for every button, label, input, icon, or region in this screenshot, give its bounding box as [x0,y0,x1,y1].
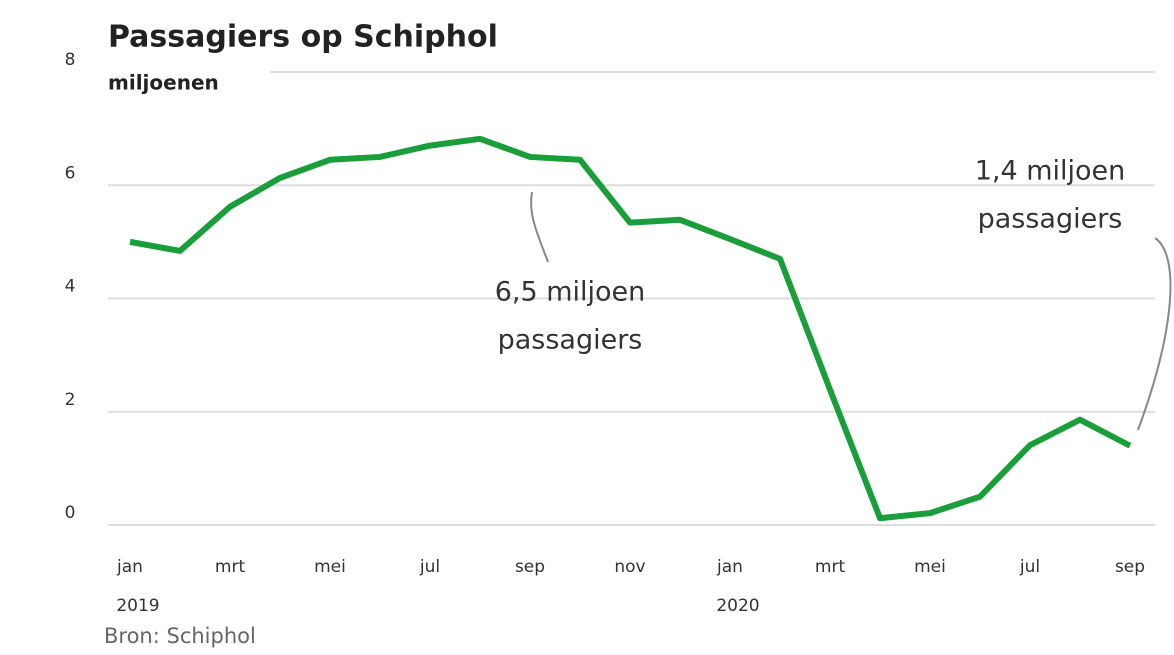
y-axis-label: miljoenen [108,71,219,95]
annotation-text: 6,5 miljoen [495,277,646,308]
data-line [129,135,1132,522]
x-tick-label: sep [1115,557,1145,577]
x-tick-label: mrt [815,557,846,577]
x-tick-label: sep [515,557,545,577]
x-group-label: 2019 [116,596,159,616]
y-tick-label: 6 [65,163,76,183]
y-tick-label: 0 [65,503,76,523]
x-tick-label: mei [914,557,946,577]
y-tick-label: 4 [65,277,76,297]
x-tick-label: jan [116,557,143,577]
chart-title: Passagiers op Schiphol [108,20,498,55]
x-tick-label: mei [314,557,346,577]
y-tick-label: 8 [65,50,76,70]
annotation-text: passagiers [498,325,643,356]
x-tick-label: jul [419,557,440,577]
x-tick-label: nov [614,557,645,577]
x-tick-label: jul [1019,557,1040,577]
annotation-connector [1137,237,1172,431]
x-tick-label: jan [716,557,743,577]
annotation-text: passagiers [978,204,1123,235]
x-group-label: 2020 [716,596,759,616]
y-tick-label: 2 [65,390,76,410]
annotation-text: 1,4 miljoen [975,156,1126,187]
source: Bron: Schiphol [104,624,256,648]
x-tick-label: mrt [215,557,246,577]
annotation-connector [530,191,549,263]
